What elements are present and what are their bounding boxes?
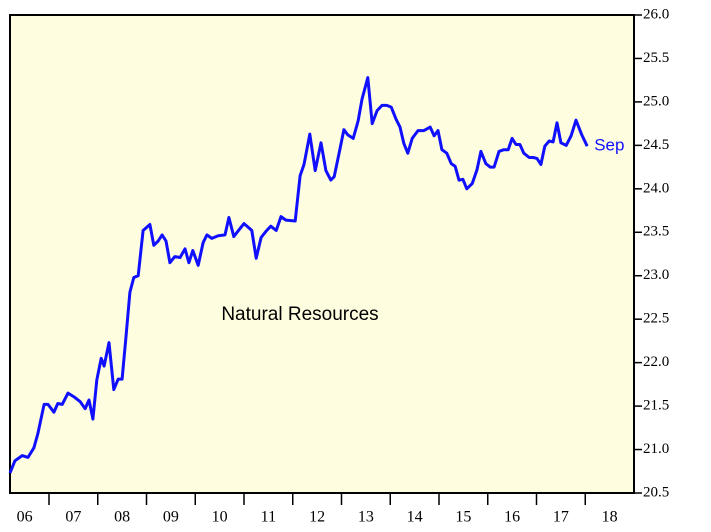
y-tick-label: 21.0 [643,441,669,457]
y-tick-label: 24.5 [643,137,669,153]
y-tick-label: 25.5 [643,50,669,66]
x-tick-label: 18 [602,509,618,526]
y-tick-label: 20.5 [643,484,669,500]
x-tick-label: 16 [504,509,520,526]
x-tick-label: 07 [65,509,81,526]
x-tick-label: 13 [358,509,374,526]
x-tick-label: 08 [114,509,130,526]
x-tick-label: 15 [455,509,471,526]
x-tick-label: 17 [553,509,569,526]
x-tick-label: 14 [407,509,423,526]
annotation: Natural Resources [221,304,378,325]
x-tick-label: 12 [309,509,325,526]
plot-area [9,14,635,494]
x-tick-label: 06 [17,509,33,526]
y-tick-label: 26.0 [643,6,669,22]
y-tick-label: 22.0 [643,354,669,370]
y-tick-label: 23.5 [643,224,669,240]
y-tick-label: 21.5 [643,398,669,414]
x-tick-label: 09 [163,509,179,526]
y-tick-label: 24.0 [643,180,669,196]
y-tick-label: 23.0 [643,267,669,283]
line [8,76,589,474]
end-label: Sep [594,136,624,155]
x-tick-label: 11 [261,509,276,526]
y-tick-label: 22.5 [643,311,669,327]
x-tick-label: 10 [212,509,228,526]
y-tick-label: 25.0 [643,93,669,109]
